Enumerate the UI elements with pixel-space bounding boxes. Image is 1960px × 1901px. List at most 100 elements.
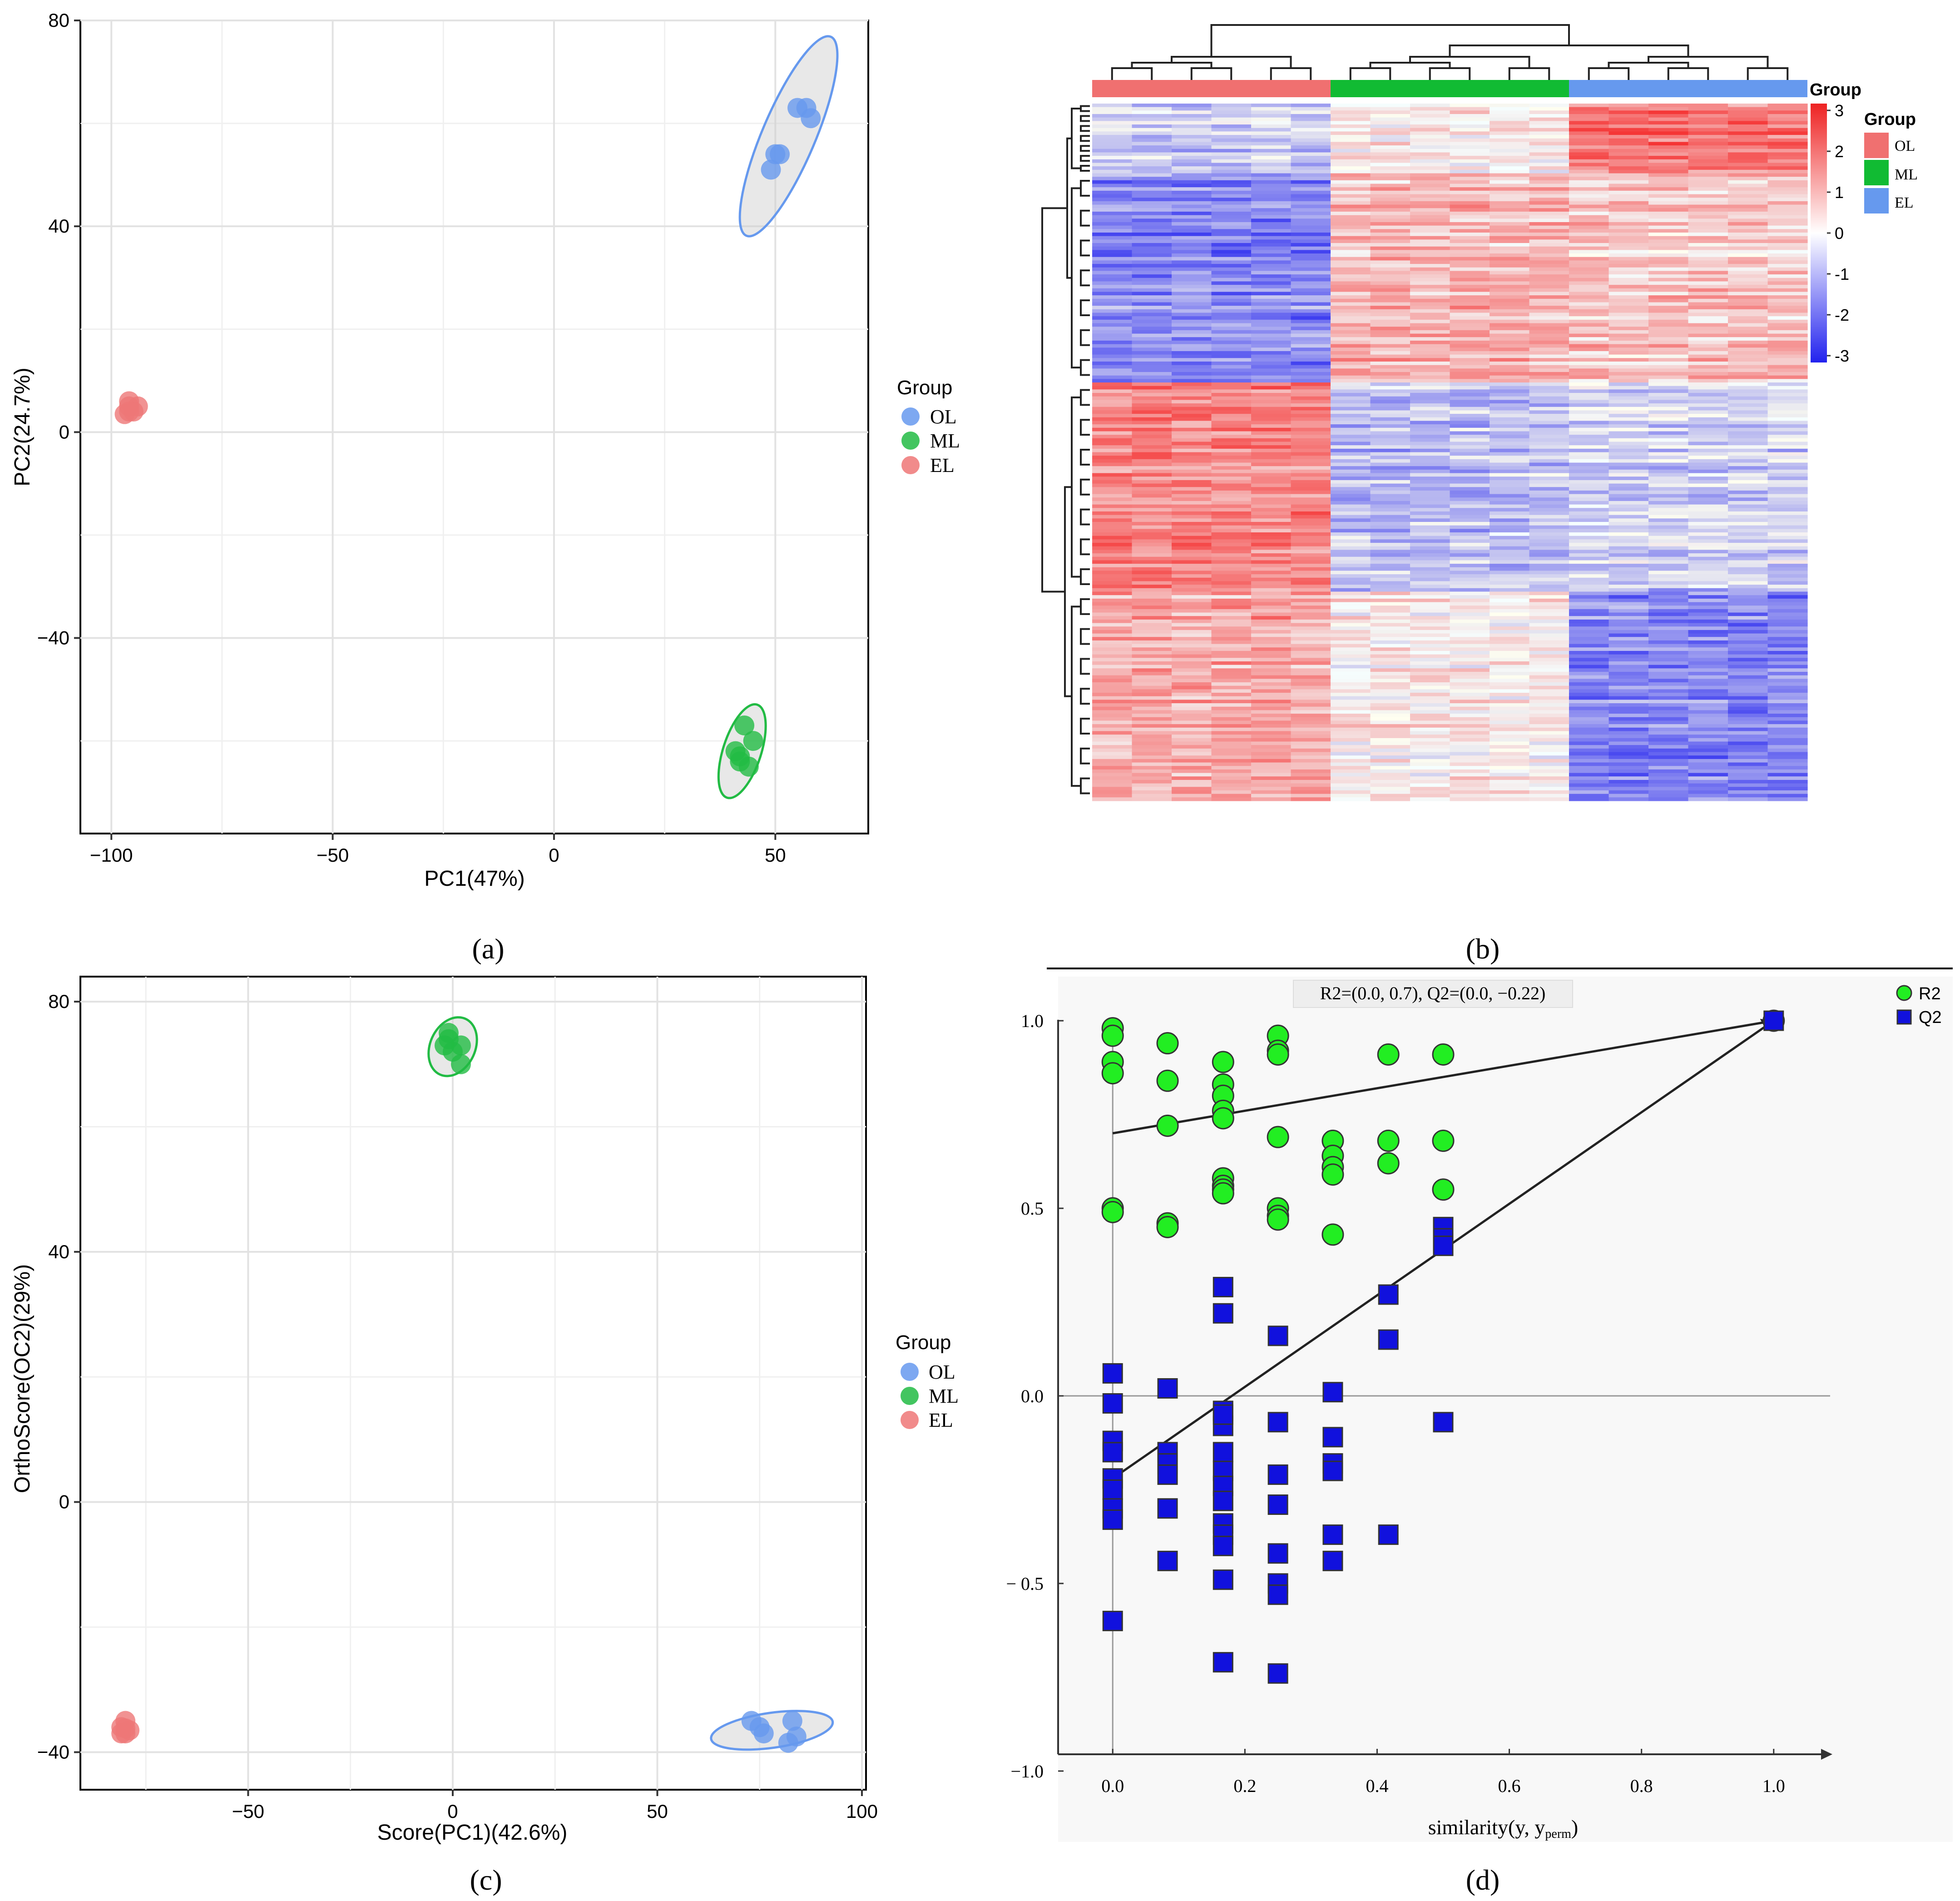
- heatmap-cell-r135-c15: [1688, 574, 1728, 578]
- dendro-row-leaf-0-2: [1080, 115, 1090, 122]
- heatmap-cell-r154-c4: [1251, 640, 1292, 645]
- heatmap-cell-r69-c14: [1648, 344, 1689, 348]
- heatmap-cell-r88-c9: [1450, 410, 1490, 414]
- panel-d-q2-point-33: [1267, 1543, 1288, 1564]
- panel-d-r2-point-26: [1267, 1043, 1289, 1066]
- heatmap-cell-r38-c1: [1132, 236, 1172, 240]
- heatmap-cell-r138-c13: [1609, 585, 1649, 589]
- heatmap-cell-r100-c15: [1688, 452, 1728, 456]
- heatmap-cell-r0-c12: [1569, 104, 1609, 108]
- heatmap-cell-r99-c13: [1609, 448, 1649, 453]
- heatmap-cell-r182-c15: [1688, 738, 1728, 742]
- heatmap-cell-r14-c4: [1251, 152, 1292, 156]
- heatmap-cell-r111-c17: [1767, 490, 1808, 495]
- heatmap-cell-r31-c10: [1490, 211, 1530, 216]
- heatmap-cell-r7-c7: [1370, 128, 1411, 132]
- heatmap-cell-r193-c1: [1132, 776, 1172, 780]
- heatmap-cell-r35-c10: [1490, 225, 1530, 229]
- heatmap-cell-r81-c0: [1092, 386, 1133, 390]
- heatmap-cell-r97-c1: [1132, 442, 1172, 446]
- heatmap-cell-r24-c8: [1410, 187, 1450, 191]
- heatmap-cell-r112-c7: [1370, 494, 1411, 498]
- heatmap-cell-r52-c5: [1291, 285, 1331, 289]
- heatmap-cell-r93-c0: [1092, 427, 1133, 432]
- heatmap-cell-r3-c6: [1331, 114, 1371, 118]
- heatmap-cell-r82-c17: [1767, 389, 1808, 393]
- heatmap-cell-r70-c11: [1529, 347, 1569, 352]
- heatmap-cell-r183-c7: [1370, 741, 1411, 745]
- heatmap-cell-r185-c12: [1569, 748, 1609, 753]
- heatmap-cell-r132-c12: [1569, 564, 1609, 568]
- heatmap-cell-r157-c1: [1132, 650, 1172, 655]
- heatmap-cell-r54-c0: [1092, 292, 1133, 296]
- heatmap-cell-r92-c16: [1728, 424, 1768, 428]
- panel-a-point-ol-5: [761, 159, 781, 180]
- heatmap-cell-r0-c13: [1609, 104, 1649, 108]
- heatmap-cell-r75-c9: [1450, 365, 1490, 369]
- heatmap-cell-r40-c9: [1450, 243, 1490, 247]
- heatmap-cell-r141-c17: [1767, 595, 1808, 599]
- heatmap-cell-r63-c13: [1609, 323, 1649, 327]
- heatmap-cell-r44-c5: [1291, 257, 1331, 261]
- heatmap-cell-r151-c11: [1529, 630, 1569, 634]
- heatmap-cell-r89-c0: [1092, 414, 1133, 418]
- heatmap-cell-r1-c2: [1172, 107, 1212, 111]
- heatmap-cell-r63-c14: [1648, 323, 1689, 327]
- heatmap-cell-r58-c1: [1132, 306, 1172, 310]
- heatmap-cell-r123-c17: [1767, 532, 1808, 536]
- heatmap-cell-r190-c11: [1529, 766, 1569, 770]
- heatmap-cell-r30-c4: [1251, 208, 1292, 212]
- heatmap-cell-r53-c4: [1251, 288, 1292, 293]
- heatmap-cell-r185-c4: [1251, 748, 1292, 753]
- heatmap-cell-r43-c9: [1450, 253, 1490, 258]
- heatmap-cell-r115-c5: [1291, 504, 1331, 508]
- heatmap-cell-r17-c5: [1291, 163, 1331, 167]
- heatmap-cell-r70-c16: [1728, 347, 1768, 352]
- heatmap-cell-r4-c13: [1609, 117, 1649, 121]
- heatmap-cell-r107-c5: [1291, 476, 1331, 481]
- heatmap-cell-r25-c14: [1648, 190, 1689, 195]
- panel-a-point-ol-4: [770, 144, 790, 164]
- heatmap-cell-r0-c3: [1211, 104, 1252, 108]
- heatmap-cell-r40-c7: [1370, 243, 1411, 247]
- heatmap-cell-r37-c13: [1609, 232, 1649, 237]
- heatmap-cell-r48-c1: [1132, 271, 1172, 275]
- heatmap-cell-r45-c2: [1172, 260, 1212, 264]
- heatmap-cell-r45-c12: [1569, 260, 1609, 264]
- panel-c-grid: [80, 977, 866, 1790]
- heatmap-cell-r81-c11: [1529, 386, 1569, 390]
- panel-d-legend-r2-label: R2: [1919, 984, 1941, 1003]
- heatmap-cell-r148-c0: [1092, 619, 1133, 624]
- heatmap-cell-r186-c9: [1450, 752, 1490, 756]
- heatmap-cell-r9-c1: [1132, 135, 1172, 139]
- heatmap-cell-r88-c14: [1648, 410, 1689, 414]
- heatmap-cell-r125-c6: [1331, 539, 1371, 543]
- heatmap-cell-r118-c8: [1410, 515, 1450, 519]
- heatmap-cell-r22-c5: [1291, 180, 1331, 184]
- heatmap-cell-r160-c5: [1291, 661, 1331, 665]
- heatmap-cell-r109-c5: [1291, 483, 1331, 487]
- heatmap-cell-r15-c14: [1648, 156, 1689, 160]
- heatmap-cell-r27-c0: [1092, 198, 1133, 202]
- heatmap-cell-r79-c17: [1767, 379, 1808, 383]
- heatmap-cell-r121-c9: [1450, 525, 1490, 529]
- heatmap-cell-r115-c7: [1370, 504, 1411, 508]
- heatmap-cell-r172-c6: [1331, 703, 1371, 707]
- heatmap-cell-r170-c9: [1450, 696, 1490, 700]
- heatmap-cell-r45-c6: [1331, 260, 1371, 264]
- panel-d-r2-point-34: [1377, 1152, 1400, 1175]
- heatmap-cell-r175-c14: [1648, 714, 1689, 718]
- heatmap-cell-r141-c10: [1490, 595, 1530, 599]
- heatmap-cell-r0-c7: [1370, 104, 1411, 108]
- heatmap-cell-r146-c17: [1767, 612, 1808, 616]
- heatmap-cell-r121-c6: [1331, 525, 1371, 529]
- heatmap-cell-r105-c3: [1211, 469, 1252, 474]
- heatmap-cell-r2-c16: [1728, 110, 1768, 114]
- heatmap-cell-r60-c13: [1609, 313, 1649, 317]
- heatmap-cell-r38-c12: [1569, 236, 1609, 240]
- heatmap-cell-r180-c8: [1410, 731, 1450, 735]
- heatmap-cell-r45-c5: [1291, 260, 1331, 264]
- heatmap-cell-r143-c13: [1609, 602, 1649, 606]
- heatmap-cell-r143-c4: [1251, 602, 1292, 606]
- heatmap-cell-r122-c7: [1370, 529, 1411, 533]
